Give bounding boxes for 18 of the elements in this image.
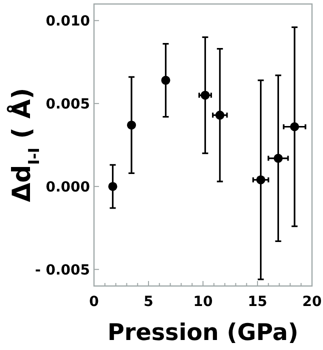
point: [215, 110, 224, 120]
y-tick-label: 0.000: [46, 179, 90, 196]
x-tick-label: 5: [144, 294, 154, 310]
y-tick-label: - 0.005: [35, 262, 90, 278]
point: [256, 175, 266, 184]
x-tick-label: 0: [89, 294, 100, 310]
point: [161, 76, 170, 85]
point: [200, 90, 210, 100]
point: [274, 154, 283, 163]
point: [126, 120, 136, 130]
point: [108, 182, 118, 191]
x-axis-title: Pression (GPa): [108, 320, 298, 346]
y-tick-label: 0.005: [46, 96, 90, 113]
x-tick-label: 10: [193, 294, 213, 310]
x-tick-label: 20: [302, 294, 322, 310]
x-tick-label: 15: [248, 294, 268, 310]
point: [290, 122, 300, 132]
y-tick-label: 0.010: [46, 14, 90, 30]
